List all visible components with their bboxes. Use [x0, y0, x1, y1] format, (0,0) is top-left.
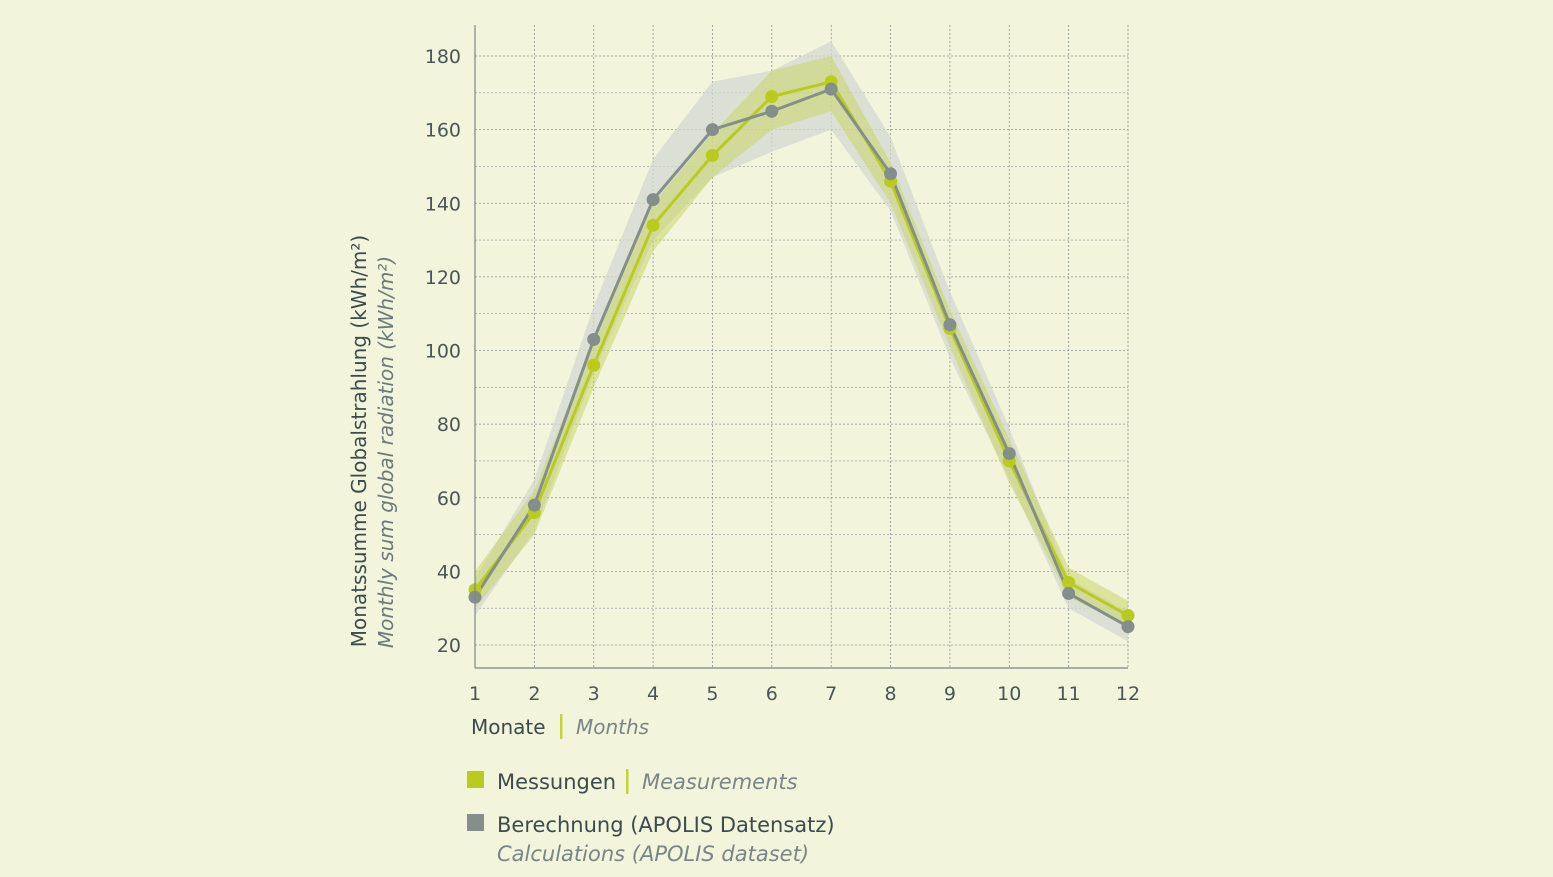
- series-points: [468, 75, 1135, 634]
- line-calculations: [473, 87, 1129, 628]
- point-calculations: [824, 82, 838, 96]
- y-axis-title: Monatssumme Globalstrahlung (kWh/m²): [347, 235, 371, 647]
- y-tick-label: 160: [425, 120, 461, 142]
- legend-label-measurements-en: Measurements: [642, 770, 798, 794]
- point-calculations: [1121, 620, 1135, 634]
- series-lines: [473, 80, 1129, 628]
- point-measurements: [1121, 609, 1135, 623]
- x-tick-label: 12: [1116, 683, 1140, 705]
- y-tick-label: 40: [437, 561, 461, 583]
- x-tick-label: 2: [528, 683, 540, 705]
- point-measurements: [1062, 575, 1076, 589]
- x-tick-label: 11: [1057, 683, 1081, 705]
- x-tick-label: 8: [884, 683, 896, 705]
- y-tick-label: 120: [425, 267, 461, 289]
- point-calculations: [705, 123, 719, 137]
- x-tick-label: 5: [706, 683, 718, 705]
- point-measurements: [705, 148, 719, 162]
- y-tick-label: 140: [425, 193, 461, 215]
- point-calculations: [1002, 447, 1016, 461]
- y-tick-label: 180: [425, 46, 461, 68]
- x-axis-title: Monate: [471, 715, 546, 739]
- legend-swatch-calculations: [467, 814, 484, 831]
- y-axis-title-en: Monthly sum global radiation (kWh/m²): [374, 256, 398, 648]
- legend: Messungen Measurements Berechnung (APOLI…: [467, 769, 835, 866]
- point-calculations: [527, 498, 541, 512]
- confidence-bands: [475, 41, 1128, 642]
- point-measurements: [765, 89, 779, 103]
- x-tick-label: 9: [944, 683, 956, 705]
- x-tick-label: 7: [825, 683, 837, 705]
- point-calculations: [587, 332, 601, 346]
- x-tick-label: 10: [997, 683, 1021, 705]
- x-tick-label: 6: [766, 683, 778, 705]
- x-axis-title-separator: [560, 714, 563, 739]
- point-calculations: [646, 193, 660, 207]
- x-axis-title-en: Months: [576, 715, 649, 739]
- point-measurements: [587, 358, 601, 372]
- legend-swatch-measurements: [467, 771, 484, 788]
- legend-separator: [626, 769, 629, 794]
- x-tick-label: 4: [647, 683, 659, 705]
- point-calculations: [943, 318, 957, 332]
- legend-label-measurements: Messungen: [497, 770, 616, 794]
- y-tick-label: 20: [437, 635, 461, 657]
- legend-label-calculations: Berechnung (APOLIS Datensatz): [497, 813, 835, 837]
- y-tick-label: 100: [425, 341, 461, 363]
- point-calculations: [884, 167, 898, 181]
- line-measurements: [473, 80, 1129, 617]
- y-tick-label: 80: [437, 414, 461, 436]
- x-tick-label: 3: [588, 683, 600, 705]
- y-tick-label: 60: [437, 488, 461, 510]
- band-measurements: [475, 56, 1128, 627]
- point-calculations: [1062, 586, 1076, 600]
- point-measurements: [646, 218, 660, 232]
- x-tick-label: 1: [469, 683, 481, 705]
- legend-label-calculations-en: Calculations (APOLIS dataset): [497, 842, 809, 866]
- band-calculations: [475, 41, 1128, 642]
- point-calculations: [765, 104, 779, 118]
